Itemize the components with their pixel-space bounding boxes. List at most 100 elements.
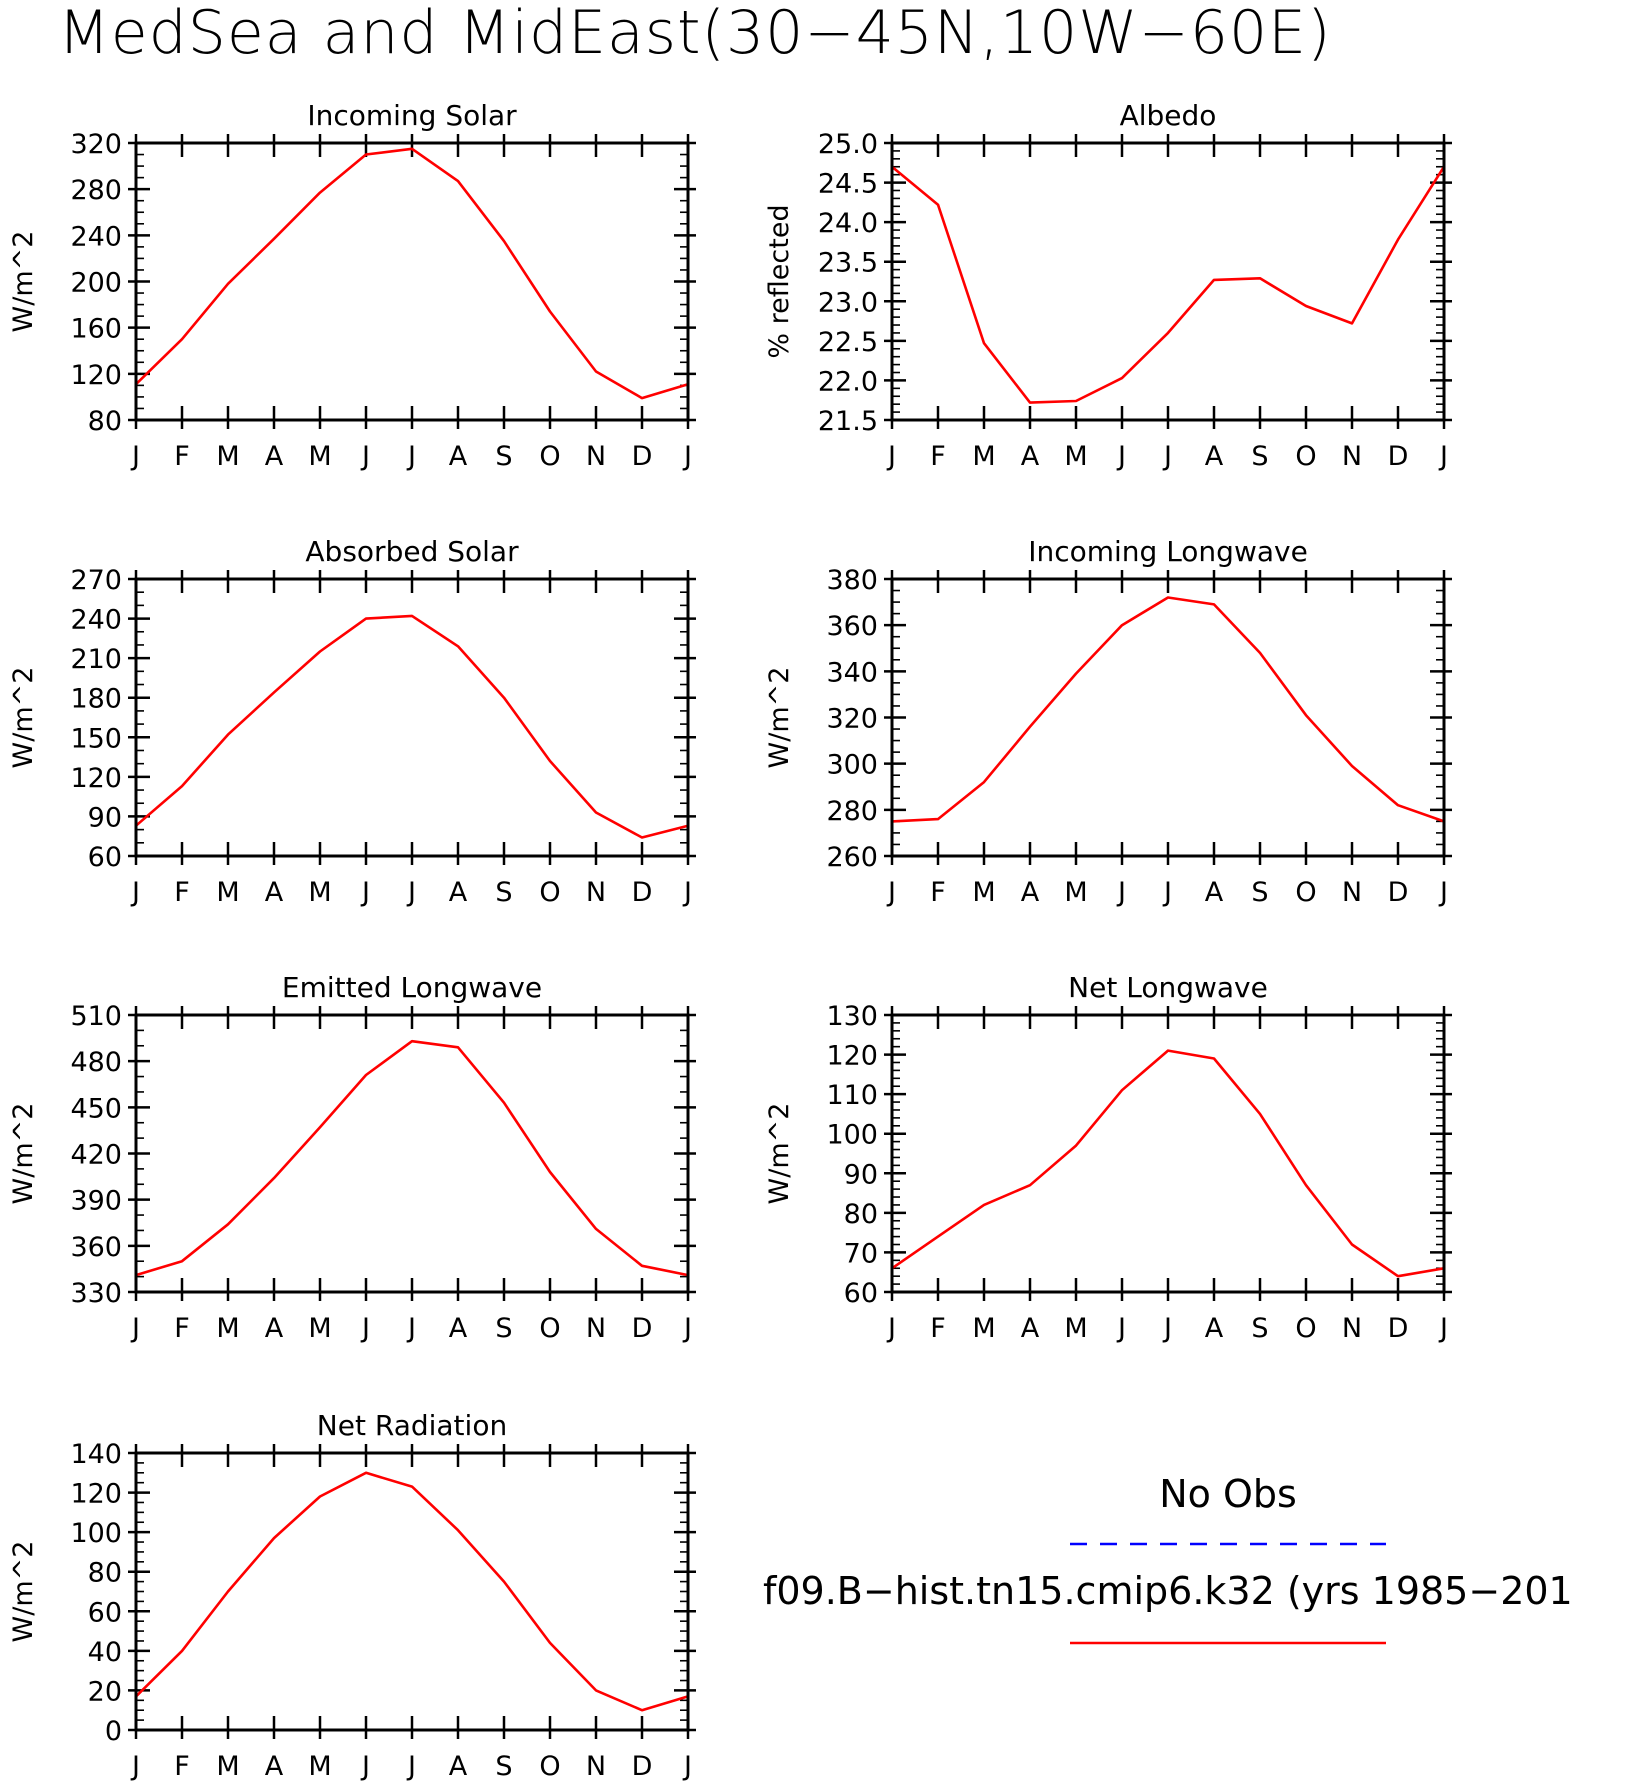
x-tick-label: J <box>130 1751 140 1782</box>
series-line <box>891 165 1446 404</box>
x-tick-label: O <box>1295 1313 1316 1344</box>
y-tick-label: 130 <box>826 1001 878 1032</box>
x-tick-label: J <box>1438 877 1448 908</box>
x-tick-label: A <box>449 1313 468 1344</box>
x-tick-label: M <box>308 441 331 472</box>
panel-title: Incoming Solar <box>307 99 517 132</box>
x-tick-label: J <box>1438 441 1448 472</box>
x-tick-label: N <box>586 441 606 472</box>
y-tick-label: 60 <box>844 1278 878 1309</box>
y-tick-label: 110 <box>826 1080 878 1111</box>
y-tick-label: 360 <box>70 1232 122 1263</box>
y-tick-label: 320 <box>826 704 878 735</box>
y-tick-label: 90 <box>88 802 122 833</box>
series-line <box>891 596 1445 823</box>
y-tick-label: 100 <box>826 1120 878 1151</box>
x-tick-label: D <box>1388 877 1409 908</box>
x-tick-label: F <box>930 877 946 908</box>
chart-panel: Albedo 21.5 22.0 22.5 23.0 23.5 24.0 24.5 25.0 J F… <box>764 99 1452 472</box>
x-tick-label: S <box>495 1751 512 1782</box>
plot-frame <box>134 141 690 422</box>
panel-title: Absorbed Solar <box>305 535 519 568</box>
y-axis-label: % reflected <box>764 204 795 358</box>
x-tick-label: M <box>1064 441 1087 472</box>
plot-frame <box>134 577 690 858</box>
y-tick-label: 340 <box>826 657 878 688</box>
y-tick-label: 390 <box>70 1186 122 1217</box>
x-tick-label: F <box>930 1313 946 1344</box>
chart-panel: Incoming Longwave 260 280 300 320 340 360 380 J F… <box>764 535 1452 908</box>
y-tick-label: 80 <box>88 406 122 437</box>
x-tick-label: J <box>886 1313 896 1344</box>
x-tick-label: S <box>495 877 512 908</box>
x-tick-label: J <box>1116 1313 1126 1344</box>
x-tick-label: J <box>682 441 692 472</box>
panel-title: Net Radiation <box>317 1409 507 1442</box>
y-tick-label: 120 <box>70 360 122 391</box>
x-tick-label: S <box>495 441 512 472</box>
x-tick-label: D <box>632 877 653 908</box>
x-tick-label: O <box>539 877 560 908</box>
x-tick-label: A <box>265 1751 284 1782</box>
y-tick-label: 240 <box>70 605 122 636</box>
x-tick-label: A <box>265 1313 284 1344</box>
x-tick-label: A <box>265 877 284 908</box>
x-tick-label: J <box>406 441 416 472</box>
x-tick-label: A <box>1021 1313 1040 1344</box>
x-tick-label: O <box>539 1751 560 1782</box>
y-tick-label: 150 <box>70 723 122 754</box>
y-tick-label: 200 <box>70 268 122 299</box>
y-tick-label: 120 <box>70 1479 122 1510</box>
y-tick-label: 120 <box>70 763 122 794</box>
x-tick-label: F <box>174 1751 190 1782</box>
y-tick-label: 60 <box>88 1597 122 1628</box>
x-tick-label: J <box>406 877 416 908</box>
x-tick-label: A <box>1205 877 1224 908</box>
y-axis-label: W/m^2 <box>764 1103 795 1205</box>
x-tick-label: M <box>972 1313 995 1344</box>
x-tick-label: O <box>1295 441 1316 472</box>
x-tick-label: M <box>308 1751 331 1782</box>
x-tick-label: F <box>174 441 190 472</box>
x-tick-label: O <box>539 441 560 472</box>
y-tick-label: 420 <box>70 1140 122 1171</box>
y-tick-label: 70 <box>844 1238 878 1269</box>
x-tick-label: N <box>586 877 606 908</box>
x-tick-label: D <box>1388 1313 1409 1344</box>
x-tick-label: J <box>1162 877 1172 908</box>
x-tick-label: M <box>216 441 239 472</box>
y-tick-label: 22.5 <box>818 327 878 358</box>
y-axis-label: W/m^2 <box>8 667 39 769</box>
x-tick-label: J <box>886 441 896 472</box>
x-tick-label: D <box>1388 441 1409 472</box>
y-tick-label: 240 <box>70 221 122 252</box>
x-tick-label: J <box>1162 1313 1172 1344</box>
x-tick-label: J <box>130 877 140 908</box>
plot-frame <box>890 141 1446 422</box>
x-tick-label: O <box>1295 877 1316 908</box>
x-tick-label: M <box>308 1313 331 1344</box>
x-tick-label: J <box>406 1313 416 1344</box>
y-tick-label: 360 <box>826 611 878 642</box>
series-line <box>135 1039 689 1277</box>
x-tick-label: A <box>1021 441 1040 472</box>
x-tick-label: D <box>632 441 653 472</box>
panel-title: Albedo <box>1120 99 1217 132</box>
x-tick-label: M <box>308 877 331 908</box>
y-tick-label: 450 <box>70 1093 122 1124</box>
y-tick-label: 24.0 <box>818 208 878 239</box>
x-tick-label: A <box>1205 441 1224 472</box>
y-tick-label: 20 <box>88 1676 122 1707</box>
x-tick-label: J <box>360 1313 370 1344</box>
x-tick-label: J <box>360 877 370 908</box>
x-tick-label: N <box>1342 441 1362 472</box>
legend-model-label: f09.B−hist.tn15.cmip6.k32 (yrs 1985−201 <box>763 1569 1573 1613</box>
x-tick-label: M <box>216 877 239 908</box>
y-tick-label: 280 <box>826 796 878 827</box>
x-tick-label: A <box>1205 1313 1224 1344</box>
y-axis-label: W/m^2 <box>8 1103 39 1205</box>
